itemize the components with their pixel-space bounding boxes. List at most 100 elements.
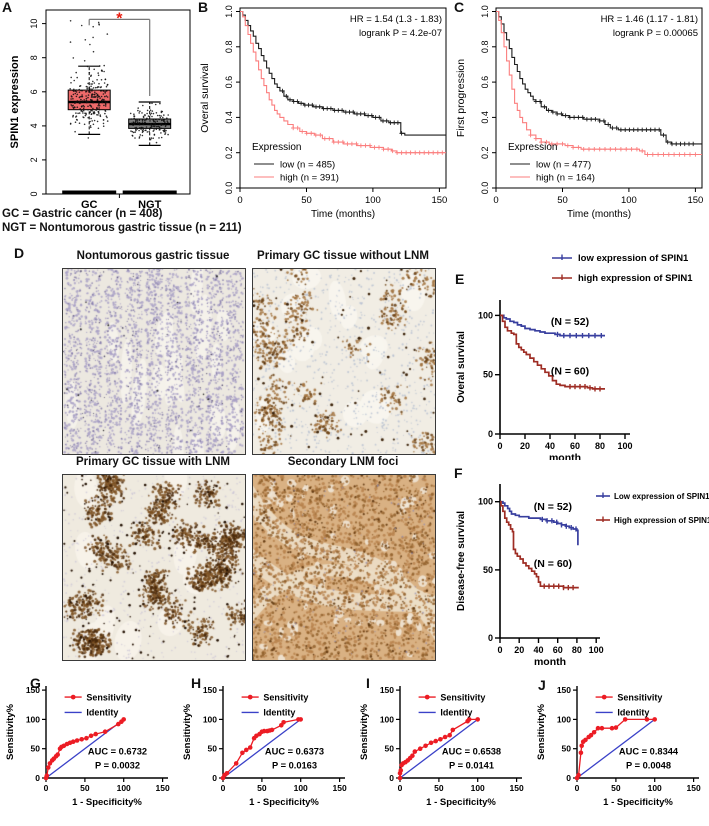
svg-text:GC: GC [81,199,98,211]
svg-text:0: 0 [29,191,39,196]
svg-text:month: month [534,656,566,668]
svg-text:20: 20 [514,645,524,655]
roc-chart-i: 0 50 100 150 0 50 100 150 1 - Specificity% Sensit… [359,685,524,808]
svg-text:Sensitivity: Sensitivity [617,692,662,702]
svg-text:Identity: Identity [440,708,472,718]
svg-text:150: 150 [333,783,347,793]
svg-text:50: 50 [434,783,444,793]
panel-label-j: J [538,677,546,693]
svg-text:0: 0 [488,429,493,439]
svg-text:Identity: Identity [263,708,295,718]
svg-text:0.6: 0.6 [480,76,490,89]
svg-text:80: 80 [595,441,605,451]
svg-text:0: 0 [221,783,226,793]
svg-text:logrank P = 0.00065: logrank P = 0.00065 [613,28,698,39]
svg-text:low (n = 477): low (n = 477) [536,160,591,171]
svg-text:8: 8 [29,55,39,60]
svg-text:50: 50 [483,565,493,575]
svg-text:High expression of SPIN1: High expression of SPIN1 [614,516,709,525]
svg-text:0.2: 0.2 [480,146,490,159]
svg-text:Overal survival: Overal survival [456,331,467,403]
histology-image-without-lnm [252,268,436,455]
svg-text:month: month [549,452,581,460]
svg-text:0.8: 0.8 [224,41,234,54]
svg-text:1 - Specificity%: 1 - Specificity% [426,797,496,808]
svg-text:P = 0.0163: P = 0.0163 [272,761,317,771]
panel-label-c: C [454,0,465,15]
svg-text:0: 0 [497,645,502,655]
svg-text:*: * [116,10,123,27]
svg-text:AUC = 0.6373: AUC = 0.6373 [265,747,324,757]
svg-text:0.0: 0.0 [224,182,234,195]
panel-label-g: G [30,675,41,691]
svg-text:1.0: 1.0 [480,5,490,18]
svg-text:P = 0.0032: P = 0.0032 [95,761,140,771]
histology-label-secondary-lnm: Secondary LNM foci [287,456,399,468]
svg-text:100: 100 [617,441,632,451]
svg-text:NGT: NGT [138,199,162,211]
svg-text:100: 100 [648,783,662,793]
histology-label-nontumorous: Nontumorous gastric tissue [76,250,230,262]
svg-text:AUC = 0.8344: AUC = 0.8344 [619,747,679,757]
svg-text:low expression of SPIN1: low expression of SPIN1 [578,253,689,264]
svg-text:(N = 52): (N = 52) [551,316,589,328]
svg-text:150: 150 [687,783,701,793]
panel-label-b: B [198,0,209,15]
km-overall-survival-chart: 0 50 100 150 Time (months) 0.0 0.2 0.4 0.6 0.8 1.0… [199,5,447,220]
svg-text:80: 80 [572,645,582,655]
svg-text:1 - Specificity%: 1 - Specificity% [72,797,142,808]
svg-text:0: 0 [566,773,571,783]
svg-text:0: 0 [35,773,40,783]
histology-label-with-lnm: Primary GC tissue with LNM [75,456,230,468]
svg-text:150: 150 [380,685,394,695]
svg-text:0.0: 0.0 [480,182,490,195]
svg-text:150: 150 [26,685,40,695]
svg-text:0: 0 [493,195,498,206]
svg-text:AUC = 0.6732: AUC = 0.6732 [88,747,147,757]
svg-text:100: 100 [380,714,394,724]
svg-text:1 - Specificity%: 1 - Specificity% [249,797,319,808]
svg-text:100: 100 [365,195,381,206]
svg-text:60: 60 [553,645,563,655]
svg-text:0: 0 [237,195,242,206]
svg-text:100: 100 [117,783,131,793]
svg-text:50: 50 [257,783,267,793]
roc-chart-j: 0 50 100 150 0 50 100 150 1 - Specificity% Sensit… [536,685,701,808]
svg-text:HR = 1.54 (1.3 - 1.83): HR = 1.54 (1.3 - 1.83) [350,14,442,25]
svg-text:50: 50 [557,195,568,206]
svg-text:0.4: 0.4 [224,111,234,124]
svg-text:40: 40 [545,441,555,451]
roc-chart-h: 0 50 100 150 0 50 100 150 1 - Specificity% Sensit… [182,685,347,808]
svg-text:50: 50 [31,744,41,754]
panel-label-e: E [455,271,465,287]
svg-text:50: 50 [208,744,218,754]
svg-text:Expression: Expression [252,142,301,153]
histology-label-without-lnm: Primary GC tissue without LNM [257,250,429,262]
svg-text:6: 6 [29,89,39,94]
panel-label-d: D [14,245,25,261]
svg-text:low (n = 485): low (n = 485) [280,160,335,171]
svg-text:Disease-free survival: Disease-free survival [456,511,467,611]
svg-text:high (n = 164): high (n = 164) [536,173,595,184]
panel-label-h: H [191,675,202,691]
svg-text:100: 100 [26,714,40,724]
svg-text:0.2: 0.2 [224,146,234,159]
svg-text:50: 50 [562,744,572,754]
svg-text:Sensitivity: Sensitivity [440,692,485,702]
svg-text:0.8: 0.8 [480,41,490,54]
km-overall-survival-spin1-chart: 0 50 100 0 20 40 60 80 100 month Overal survival (N… [456,253,693,460]
svg-text:100: 100 [478,310,493,320]
svg-text:50: 50 [385,744,395,754]
svg-text:1.0: 1.0 [224,5,234,18]
svg-text:logrank P = 4.2e-07: logrank P = 4.2e-07 [359,28,442,39]
svg-text:Expression: Expression [508,142,557,153]
svg-text:150: 150 [510,783,524,793]
svg-text:100: 100 [478,497,493,507]
svg-text:SPIN1 expression: SPIN1 expression [9,55,21,148]
svg-text:150: 150 [431,195,447,206]
svg-text:10: 10 [29,19,39,29]
svg-text:Identity: Identity [617,708,649,718]
svg-text:(N = 60): (N = 60) [551,366,589,378]
panel-label-a: A [2,0,13,15]
svg-text:100: 100 [471,783,485,793]
